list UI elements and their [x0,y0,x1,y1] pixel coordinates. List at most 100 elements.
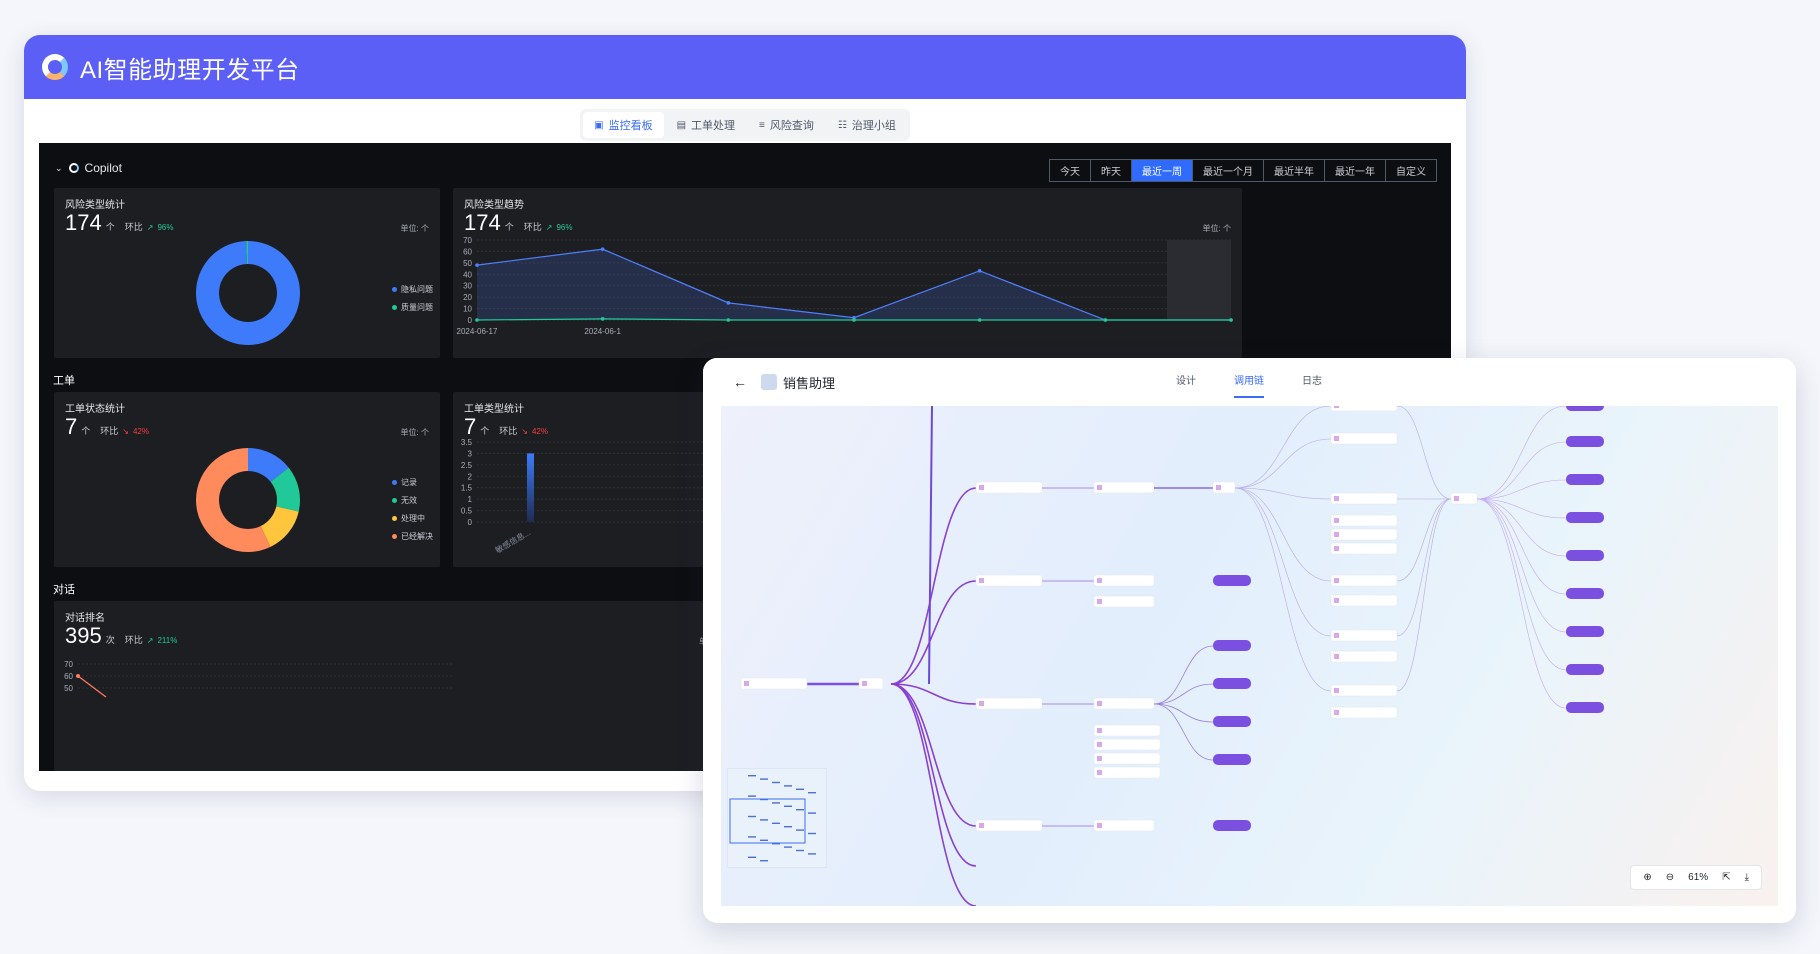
flow-editor-window: ← 销售助理 设计 调用链 日志 ⊕ ⊖ 61% ⇱ ⤓ [703,358,1796,923]
flow-edge [1396,498,1452,692]
trend-down-icon: ↘ [122,427,129,436]
back-arrow-icon[interactable]: ← [733,374,747,390]
minimap-node [808,832,816,835]
y-tick-label: 2 [468,472,473,481]
flow-header: ← 销售助理 设计 调用链 日志 [703,358,1796,406]
legend-item[interactable]: 已经解决 [392,531,433,542]
flow-canvas[interactable]: ⊕ ⊖ 61% ⇱ ⤓ [721,406,1778,906]
download-icon[interactable]: ⤓ [1744,872,1749,883]
range-custom[interactable]: 自定义 [1396,167,1426,178]
metric-unit: 个 [105,222,115,232]
flow-node [1093,574,1155,587]
minimap-node [748,836,756,838]
donut-slice [248,448,289,482]
node-icon [1097,701,1102,706]
tab-label: 工单处理 [691,120,736,132]
flow-node [1330,574,1398,587]
tab-callchain[interactable]: 调用链 [1234,358,1264,406]
tab-governance[interactable]: ☷ 治理小组 [827,112,907,138]
donut-slice [270,467,300,512]
y-tick-label: 50 [64,684,73,693]
flow-node [1330,528,1398,541]
flow-edge [1153,683,1214,705]
metric-value: 395 [65,623,102,648]
y-tick-label: 3.5 [461,438,473,447]
chevron-down-icon[interactable]: ⌄ [55,162,63,173]
data-point [726,318,731,322]
minimap-node [760,819,768,821]
zoom-out-icon[interactable]: ⊖ [1665,872,1675,883]
metric-value: 7 [65,414,78,439]
y-tick-label: 3 [468,449,473,458]
flow-node [1212,481,1236,494]
metric-value: 174 [464,210,501,235]
app-logo-icon [42,54,68,80]
tab-design[interactable]: 设计 [1176,376,1196,387]
minimap-graph [729,775,816,862]
x-tick-label: 敏感信息... [494,527,532,555]
minimap-node [796,788,804,790]
minimap-node [784,846,792,848]
chart-legend: 记录 无效 处理中 已经解决 [392,477,433,549]
range-month[interactable]: 最近一个月 [1193,160,1264,181]
dashboard-header[interactable]: ⌄ Copilot [55,161,122,175]
legend-label: 质量问题 [401,303,433,312]
range-today[interactable]: 今天 [1050,160,1091,181]
node-icon [1097,578,1102,583]
flow-pill [1566,436,1604,447]
flow-node [1093,819,1155,832]
y-tick-label: 60 [463,247,472,256]
flow-edge [1234,487,1332,637]
change-value: 96% [556,223,573,232]
range-yesterday[interactable]: 昨天 [1091,160,1132,181]
minimap-node [772,781,780,784]
legend-item[interactable]: 质量问题 [392,302,433,313]
flow-pill [1213,716,1251,727]
flow-node [1330,542,1398,555]
tab-risk[interactable]: ≡ 风险查询 [748,112,825,138]
flow-pill [1566,406,1604,411]
flow-node [858,677,884,690]
compare-label: 环比 [124,635,143,645]
zoom-in-icon[interactable]: ⊕ [1643,872,1652,883]
flow-node [1330,432,1398,445]
minimap[interactable] [727,768,827,868]
range-halfyear[interactable]: 最近半年 [1264,160,1325,181]
flow-node [1330,594,1398,607]
donut-slice [196,448,271,552]
trend-up-icon: ↗ [146,223,154,232]
node-icon [1334,578,1339,583]
group-icon: ☷ [837,119,847,131]
flow-title: 销售助理 [783,375,836,391]
risk-type-donut [196,241,300,345]
legend-item[interactable]: 处理中 [392,513,433,524]
section-ticket: 工单 [53,375,75,387]
legend-label: 已经解决 [401,532,433,541]
flow-node [1093,481,1155,494]
metric-value: 174 [65,210,102,235]
flow-edge [1476,406,1567,500]
document-icon: ▤ [676,119,687,131]
legend-item[interactable]: 记录 [392,477,433,488]
legend-label: 隐私问题 [401,285,433,294]
flow-node [1093,752,1161,765]
legend-item[interactable]: 隐私问题 [392,284,433,295]
range-year[interactable]: 最近一年 [1325,160,1386,181]
tab-log[interactable]: 日志 [1302,376,1322,387]
minimap-node [772,843,780,845]
flow-edge [1234,487,1332,692]
node-icon [1097,728,1102,733]
legend-item[interactable]: 无效 [392,495,433,506]
expand-icon[interactable]: ⇱ [1722,872,1731,883]
tab-tickets[interactable]: ▤ 工单处理 [666,112,746,138]
data-point [76,674,80,678]
legend-swatch [392,305,397,310]
y-tick-label: 0 [468,316,473,325]
flow-node [1093,724,1161,737]
metric-unit: 个 [504,222,514,232]
minimap-node [796,809,804,811]
node-icon [744,681,749,686]
tab-monitor[interactable]: ▣ 监控看板 [583,112,664,138]
range-week[interactable]: 最近一周 [1132,160,1193,181]
minimap-node [772,802,780,804]
